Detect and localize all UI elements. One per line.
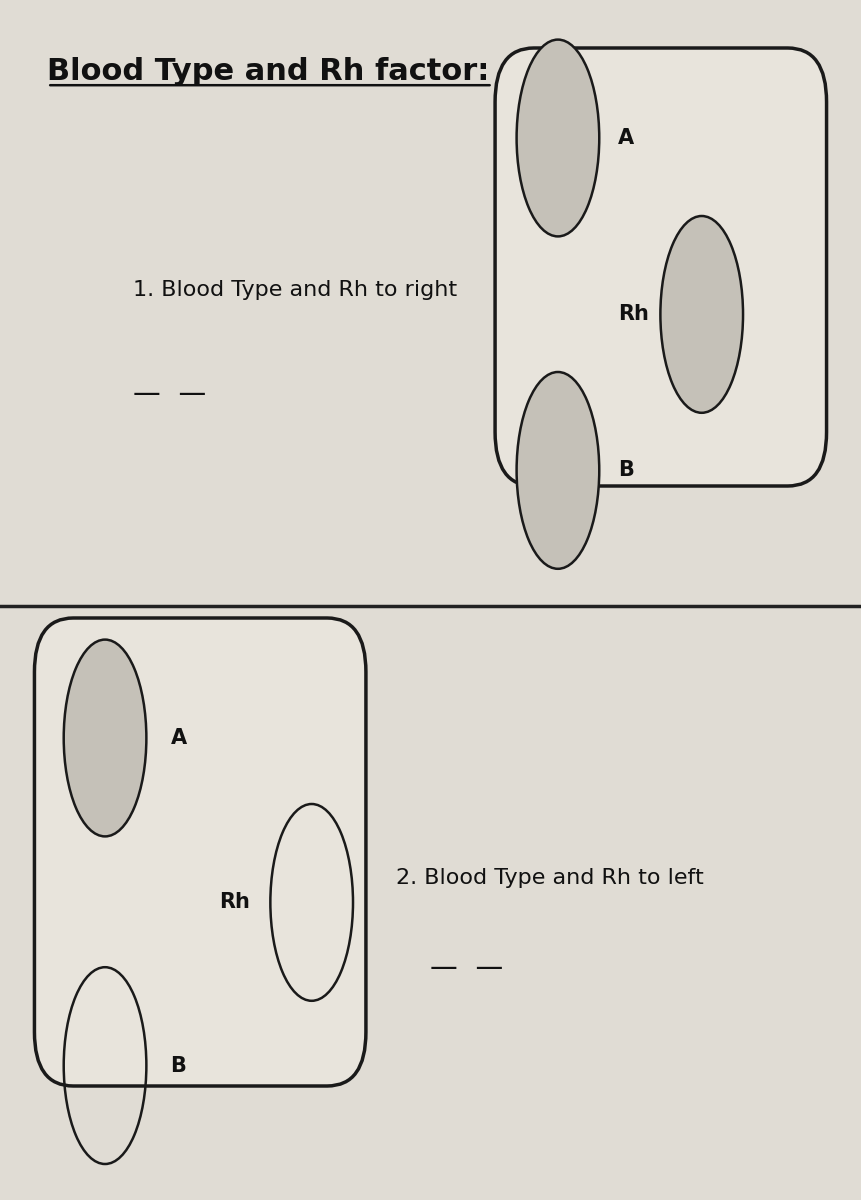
Text: —  —: — — <box>133 379 207 408</box>
FancyBboxPatch shape <box>495 48 827 486</box>
Ellipse shape <box>517 372 599 569</box>
Text: B: B <box>170 1056 186 1075</box>
Text: A: A <box>618 128 635 148</box>
Ellipse shape <box>517 40 599 236</box>
Text: Rh: Rh <box>618 305 649 324</box>
Text: —  —: — — <box>430 954 504 983</box>
Text: 1. Blood Type and Rh to right: 1. Blood Type and Rh to right <box>133 281 457 300</box>
Text: Blood Type and Rh factor:: Blood Type and Rh factor: <box>47 58 490 86</box>
Ellipse shape <box>64 640 146 836</box>
Text: A: A <box>170 728 187 748</box>
FancyBboxPatch shape <box>34 618 366 1086</box>
Text: 2. Blood Type and Rh to left: 2. Blood Type and Rh to left <box>396 869 703 888</box>
Text: Rh: Rh <box>220 893 251 912</box>
Ellipse shape <box>660 216 743 413</box>
Text: B: B <box>618 461 634 480</box>
